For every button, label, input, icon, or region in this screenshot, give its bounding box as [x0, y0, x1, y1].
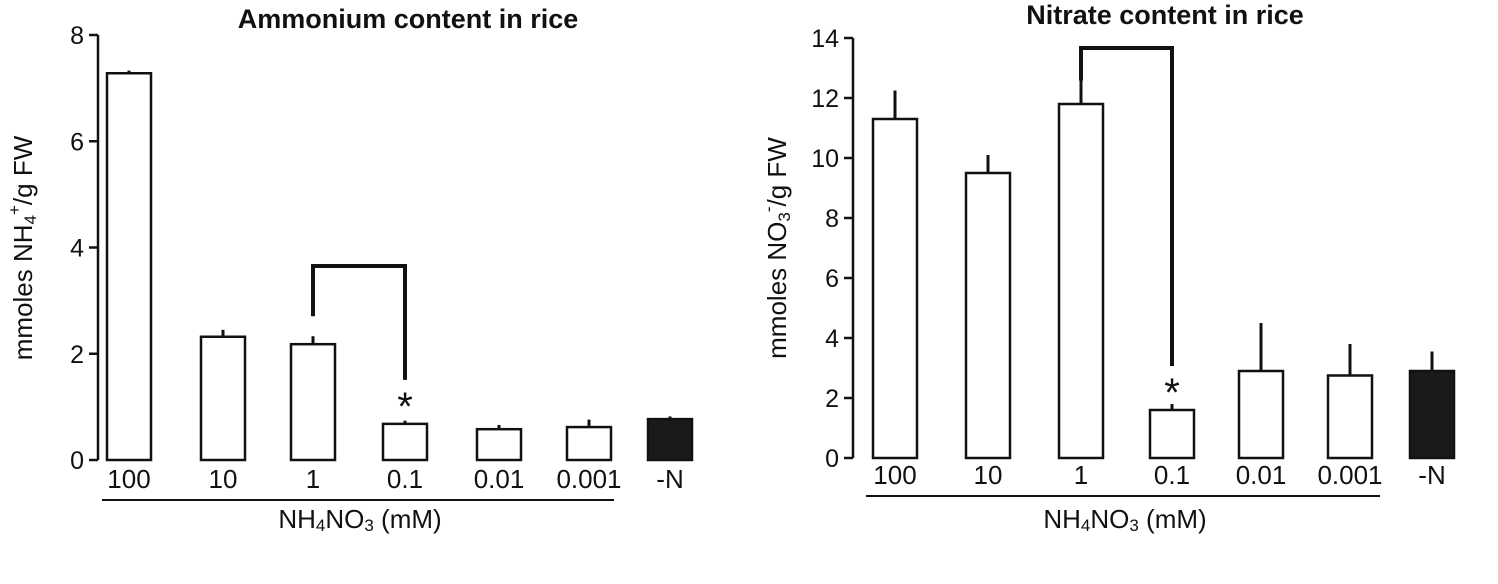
significance-bracket [1079, 46, 1174, 366]
bar [475, 427, 523, 462]
x-tick-label: 100 [873, 460, 916, 490]
x-tick-label: 0.01 [474, 464, 525, 494]
y-tick-label: 10 [811, 145, 839, 173]
bars-nitrate [871, 78, 1456, 460]
chart-title-ammonium: Ammonium content in rice [238, 4, 579, 34]
significance-nitrate: * [1079, 46, 1180, 415]
x-tick-label: -N [656, 464, 683, 494]
bar [964, 171, 1012, 460]
x-tick-label: 1 [1074, 460, 1088, 490]
x-tick-labels-ammonium: 100 10 1 0.1 0.01 0.001 -N [107, 464, 683, 494]
x-tick-label: 100 [107, 464, 150, 494]
bar [1326, 374, 1374, 460]
x-tick-labels-nitrate: 100 10 1 0.1 0.01 0.001 -N [873, 460, 1445, 490]
x-tick-label: 1 [306, 464, 320, 494]
y-tick-label: 14 [811, 25, 839, 53]
bar [199, 335, 247, 462]
y-tick-label: 2 [70, 341, 84, 369]
x-tick-label: 10 [209, 464, 238, 494]
significance-marker: * [1164, 371, 1180, 415]
bar [1148, 408, 1196, 460]
y-tick-label: 12 [811, 85, 839, 113]
x-tick-label: 0.01 [1236, 460, 1287, 490]
y-ticks-nitrate: 0 2 4 6 8 10 12 14 [811, 25, 853, 473]
bar [871, 117, 919, 460]
y-axis-label-nitrate: mmoles NO3-/g FW [759, 137, 794, 359]
x-tick-label: 0.001 [556, 464, 621, 494]
bar [646, 417, 694, 462]
bars-ammonium [105, 70, 694, 462]
y-axis-label-ammonium: mmoles NH4+/g FW [5, 135, 40, 360]
y-tick-label: 8 [70, 22, 84, 50]
significance-bracket [311, 264, 407, 380]
y-tick-label: 2 [825, 385, 839, 413]
y-tick-label: 4 [70, 235, 84, 263]
bar [105, 72, 153, 462]
significance-marker: * [397, 385, 413, 429]
bar [289, 342, 337, 462]
y-ticks-ammonium: 0 2 4 6 8 [70, 22, 98, 475]
x-tick-label: 0.1 [1154, 460, 1190, 490]
x-axis-label-ammonium: NH4NO3 (mM) [278, 504, 441, 535]
y-tick-label: 4 [825, 325, 839, 353]
x-tick-label: 10 [974, 460, 1003, 490]
bar [381, 422, 429, 462]
x-tick-label: -N [1418, 460, 1445, 490]
y-tick-label: 8 [825, 205, 839, 233]
bar [1057, 102, 1105, 460]
bar [1237, 369, 1285, 460]
bar [1408, 369, 1456, 460]
x-axis-label-nitrate: NH4NO3 (mM) [1043, 504, 1206, 535]
chart-ammonium: Ammonium content in rice 0 2 4 6 8 100 10 1 0.1… [5, 4, 694, 535]
significance-ammonium: * [311, 264, 413, 429]
x-tick-label: 0.1 [387, 464, 423, 494]
y-tick-label: 0 [825, 445, 839, 473]
bar [565, 425, 613, 462]
y-tick-label: 6 [825, 265, 839, 293]
y-tick-label: 0 [70, 447, 84, 475]
chart-title-nitrate: Nitrate content in rice [1026, 0, 1304, 30]
y-tick-label: 6 [70, 128, 84, 156]
x-tick-label: 0.001 [1317, 460, 1382, 490]
